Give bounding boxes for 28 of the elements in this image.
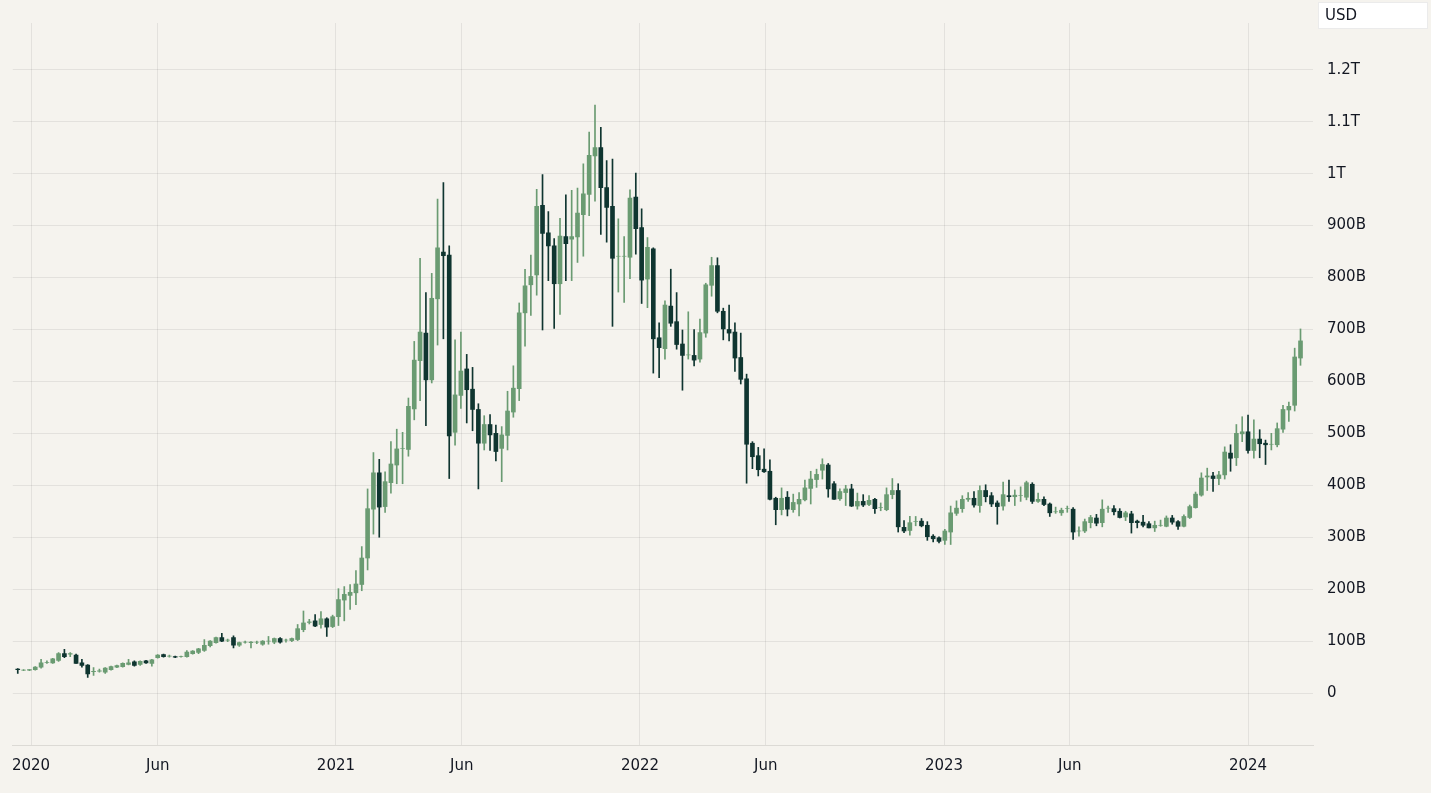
candlestick <box>15 668 21 674</box>
x-tick-label: Jun <box>1057 755 1082 774</box>
y-tick-label: 800B <box>1327 267 1366 286</box>
y-tick-label: 200B <box>1327 579 1366 598</box>
y-tick-label: 400B <box>1327 475 1366 494</box>
y-tick-label: 100B <box>1327 631 1366 650</box>
y-tick-label: 1T <box>1327 163 1347 182</box>
y-tick-label: 1.1T <box>1327 111 1361 130</box>
y-tick-label: 1.2T <box>1327 59 1361 78</box>
y-tick-label: 900B <box>1327 215 1366 234</box>
y-tick-label: 300B <box>1327 527 1366 546</box>
y-axis-title: USD <box>1325 5 1358 24</box>
y-tick-label: 0 <box>1327 682 1337 701</box>
candlestick <box>1064 505 1070 513</box>
x-tick-label: 2024 <box>1228 755 1268 774</box>
y-tick-label: 500B <box>1327 423 1366 442</box>
y-tick-label: 600B <box>1327 371 1366 390</box>
x-tick-label: 2023 <box>924 755 964 774</box>
y-tick-label: 700B <box>1327 319 1366 338</box>
x-tick-label: 2020 <box>11 755 51 774</box>
x-tick-label: Jun <box>753 755 778 774</box>
candlestick <box>1006 479 1012 502</box>
x-tick-label: Jun <box>449 755 474 774</box>
x-tick-label: 2022 <box>620 755 660 774</box>
candlestick <box>913 516 919 527</box>
x-tick-label: 2021 <box>316 755 356 774</box>
candlestick <box>67 652 73 658</box>
x-tick-label: Jun <box>144 755 170 774</box>
